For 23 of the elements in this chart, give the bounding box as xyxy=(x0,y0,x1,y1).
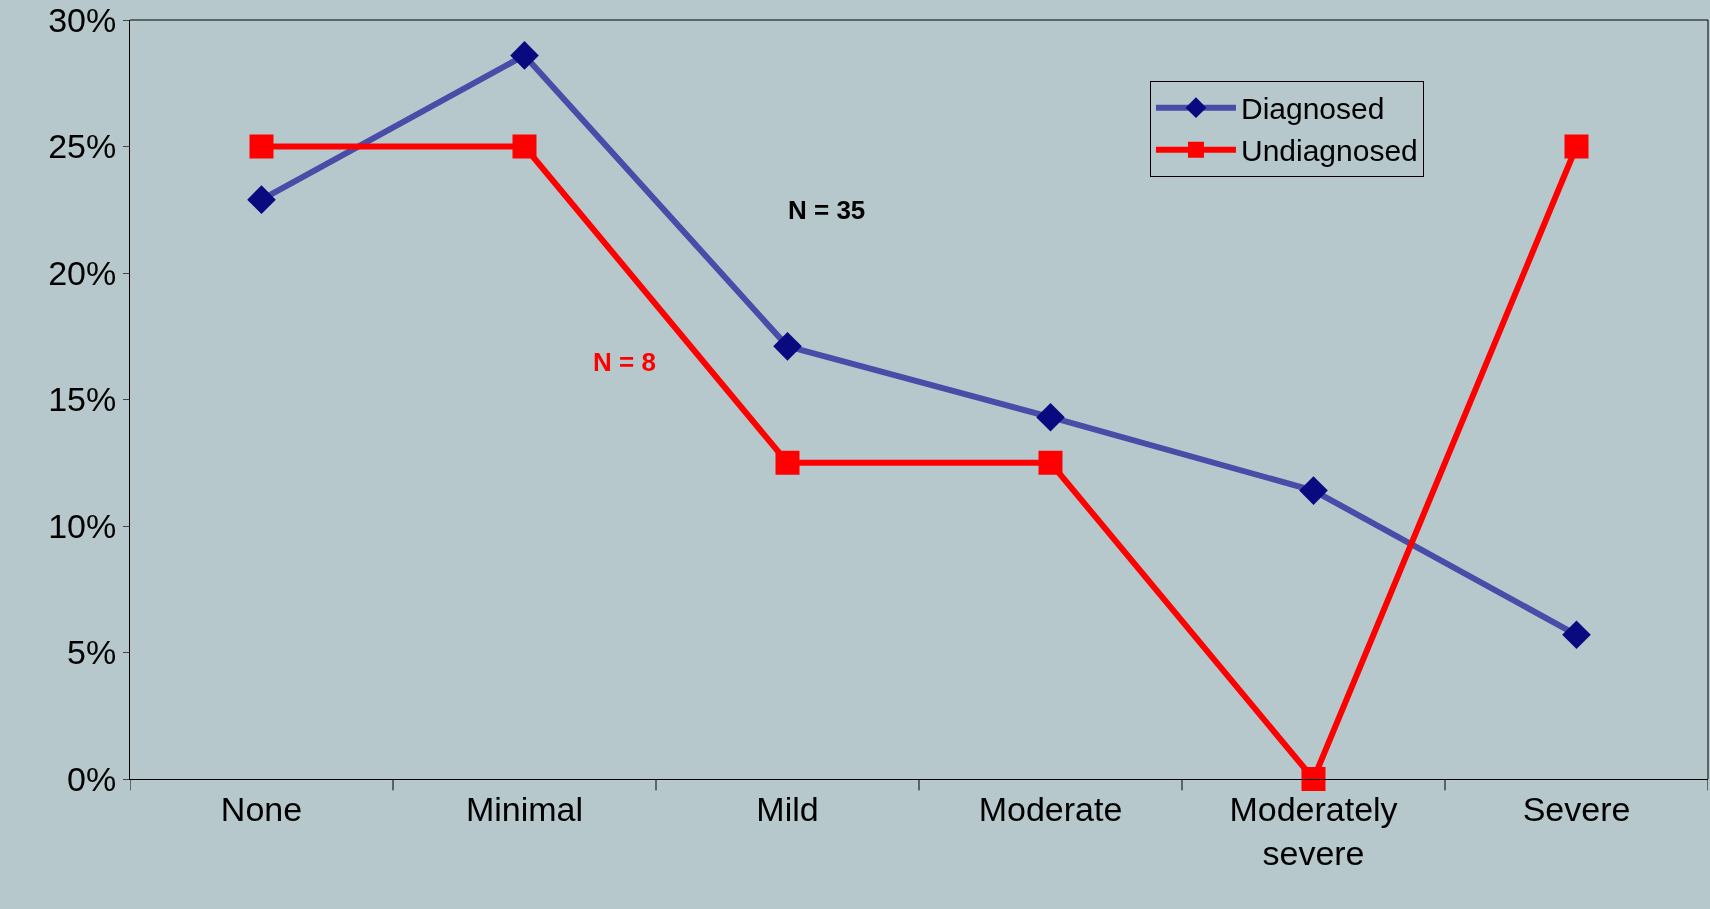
point xyxy=(512,134,537,159)
point xyxy=(1564,134,1589,159)
y-tick-label: 20% xyxy=(48,253,117,292)
y-tick-label: 10% xyxy=(48,506,117,545)
y-tick-label: 25% xyxy=(48,127,117,166)
legend-label: Diagnosed xyxy=(1240,92,1385,126)
x-tick-label: Severe xyxy=(1522,789,1631,828)
annotation: N = 8 xyxy=(593,347,656,377)
x-tick-label: Moderate xyxy=(978,789,1123,828)
y-tick-label: 0% xyxy=(67,759,117,798)
point xyxy=(1301,767,1326,791)
legend-label: Undiagnosed xyxy=(1240,134,1418,168)
annotation: N = 35 xyxy=(788,195,866,225)
x-tick-label: Minimal xyxy=(465,789,584,828)
point xyxy=(775,450,800,475)
point xyxy=(249,134,274,159)
y-tick-label: 15% xyxy=(48,380,117,419)
x-tick-label: Mild xyxy=(756,789,819,828)
point xyxy=(1038,450,1063,475)
y-tick-label: 5% xyxy=(67,633,117,672)
y-tick-label: 30% xyxy=(48,0,117,39)
x-tick-label: None xyxy=(220,789,303,828)
x-tick-label: Moderately severe xyxy=(1229,789,1398,872)
